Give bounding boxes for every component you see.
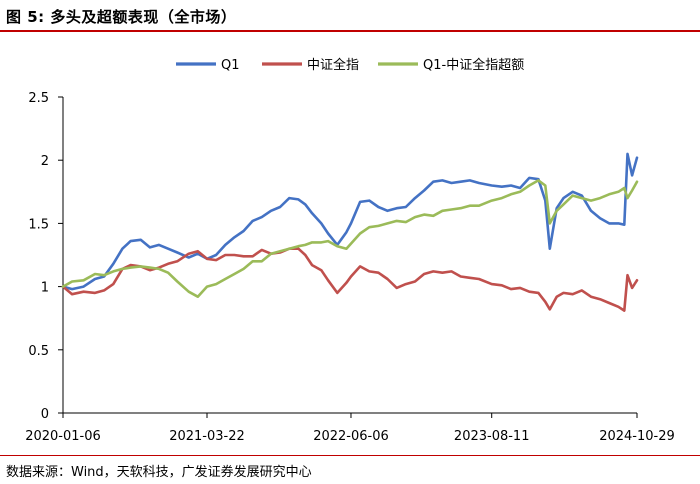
figure-label: 图 5: [6, 8, 45, 26]
footer-rule [0, 455, 700, 456]
x-tick-label: 2024-10-29 [599, 429, 675, 444]
figure-title-text: 多头及超额表现（全市场） [50, 8, 237, 26]
series-line-1 [61, 152, 639, 291]
legend-label-1: Q1 [221, 58, 240, 73]
y-tick-label: 1 [41, 281, 49, 296]
figure-title: 图 5: 多头及超额表现（全市场） [6, 6, 236, 27]
x-tick-label: 2020-01-06 [25, 429, 101, 444]
legend-label-2: 中证全指 [307, 57, 359, 73]
y-tick-label: 2 [41, 154, 49, 169]
legend-label-3: Q1-中证全指超额 [423, 57, 524, 73]
y-tick-label: 0.5 [28, 344, 49, 359]
x-tick-label: 2023-08-11 [454, 429, 530, 444]
y-tick-label: 1.5 [28, 217, 49, 232]
y-tick-label: 0 [41, 407, 49, 422]
chart-legend: Q1 中证全指 Q1-中证全指超额 [176, 57, 524, 73]
y-tick-label: 2.5 [28, 91, 49, 106]
line-chart: Q1 中证全指 Q1-中证全指超额 0 0.5 1 1.5 2 2.5 2020-01-06 20… [25, 57, 675, 444]
series-line-3 [61, 179, 639, 298]
chart-series [61, 152, 639, 312]
header-rule [0, 30, 700, 32]
series-line-2 [61, 247, 639, 312]
x-tick-label: 2022-06-06 [313, 429, 389, 444]
x-tick-label: 2021-03-22 [169, 429, 245, 444]
chart-axes: 0 0.5 1 1.5 2 2.5 2020-01-06 2021-03-22 2022-06-… [25, 91, 675, 444]
source-note: 数据来源：Wind，天软科技，广发证券发展研究中心 [6, 465, 312, 480]
